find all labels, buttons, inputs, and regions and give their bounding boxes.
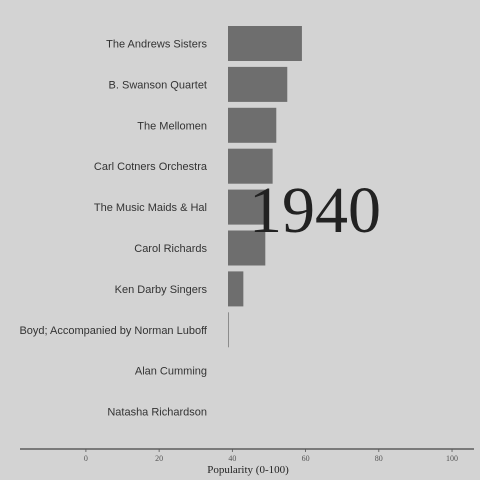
bar-2 xyxy=(228,66,288,102)
category-label: Boyd; Accompanied by Norman Luboff xyxy=(19,325,207,337)
x-tick-label: 20 xyxy=(155,454,163,463)
category-label: Alan Cumming xyxy=(135,366,207,378)
bar-1 xyxy=(228,26,302,61)
x-tick-label: 80 xyxy=(375,454,383,463)
bars-layer xyxy=(228,26,302,348)
x-tick-label: 60 xyxy=(302,454,310,463)
x-tick-label: 40 xyxy=(228,454,236,463)
category-label: The Mellomen xyxy=(137,120,207,132)
category-labels: The Andrews Sisters B. Swanson Quartet The… xyxy=(19,39,207,419)
category-label: The Andrews Sisters xyxy=(106,39,207,51)
x-axis-title: Popularity (0-100) xyxy=(207,464,289,476)
category-label: Carl Cotners Orchestra xyxy=(94,161,208,173)
category-label: Carol Richards xyxy=(134,243,207,255)
x-tick-label: 0 xyxy=(84,454,88,463)
year-annotation: 1940 xyxy=(249,174,381,247)
bar-5 xyxy=(228,189,269,225)
category-label: Natasha Richardson xyxy=(107,407,207,419)
bar-3 xyxy=(228,107,277,143)
bar-6 xyxy=(228,230,266,266)
category-label: The Music Maids & Hal xyxy=(94,202,207,214)
category-label: Ken Darby Singers xyxy=(115,284,208,296)
x-axis: 0 20 40 60 80 100 xyxy=(20,448,474,463)
bar-8 xyxy=(228,312,229,348)
x-tick-label: 100 xyxy=(446,454,458,463)
bar-4 xyxy=(228,148,273,184)
category-label: B. Swanson Quartet xyxy=(109,79,207,91)
bar-7 xyxy=(228,271,244,307)
